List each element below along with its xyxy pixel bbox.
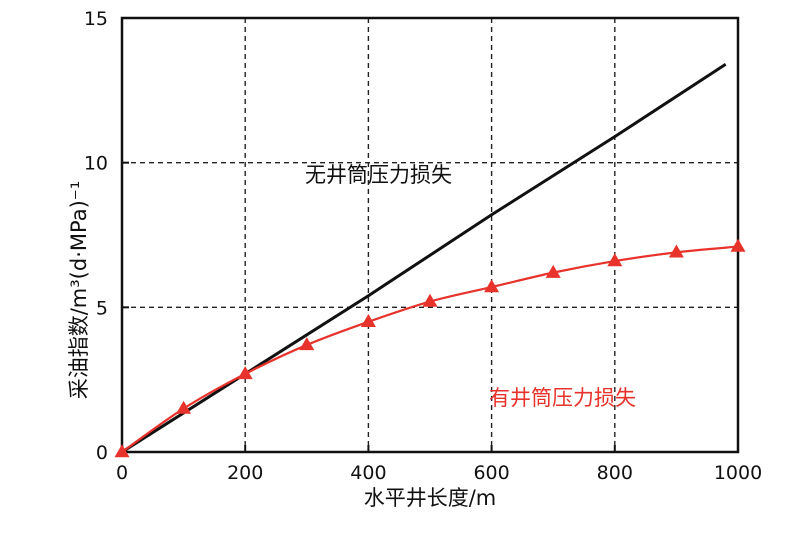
series-1-point-10: [730, 238, 746, 252]
x-tick-label-800: 800: [597, 462, 633, 484]
annotation-with-loss: 有井筒压力损失: [489, 386, 636, 410]
series-line-1: [121, 245, 739, 453]
series-1-point-4: [360, 314, 376, 327]
y-tick-label-10: 10: [84, 153, 108, 175]
series-1-point-2: [237, 366, 253, 380]
x-tick-label-1000: 1000: [714, 462, 762, 484]
grid-lines: [122, 18, 738, 452]
series-1-point-3: [299, 337, 315, 351]
x-tick-label-0: 0: [116, 462, 128, 484]
series-1-point-9: [668, 244, 684, 258]
y-axis-title: 采油指数/m³(d·MPa)⁻¹: [67, 181, 91, 400]
y-tick-label-0: 0: [96, 442, 108, 464]
series-1-point-7: [545, 264, 561, 278]
x-tick-label-200: 200: [227, 462, 263, 484]
series-1-point-0: [114, 444, 130, 458]
annotation-no-loss: 无井筒压力损失: [305, 163, 452, 187]
series-1-point-8: [607, 253, 623, 267]
series-1-point-1: [176, 400, 192, 414]
series-1-point-6: [484, 279, 500, 293]
x-axis-title: 水平井长度/m: [364, 486, 497, 510]
x-tick-label-400: 400: [350, 462, 386, 484]
x-tick-label-600: 600: [473, 462, 509, 484]
y-tick-label-5: 5: [96, 297, 108, 319]
y-tick-labels: 0 5 10 15: [84, 8, 108, 464]
series-1-point-5: [422, 293, 438, 307]
x-tick-labels: 0 200 400 600 800 1000: [116, 462, 762, 484]
y-tick-label-15: 15: [84, 8, 108, 30]
series-line-0: [121, 63, 727, 454]
tick-marks: [121, 17, 739, 453]
series-layer: [114, 63, 746, 458]
plot-frame: [120, 16, 740, 454]
